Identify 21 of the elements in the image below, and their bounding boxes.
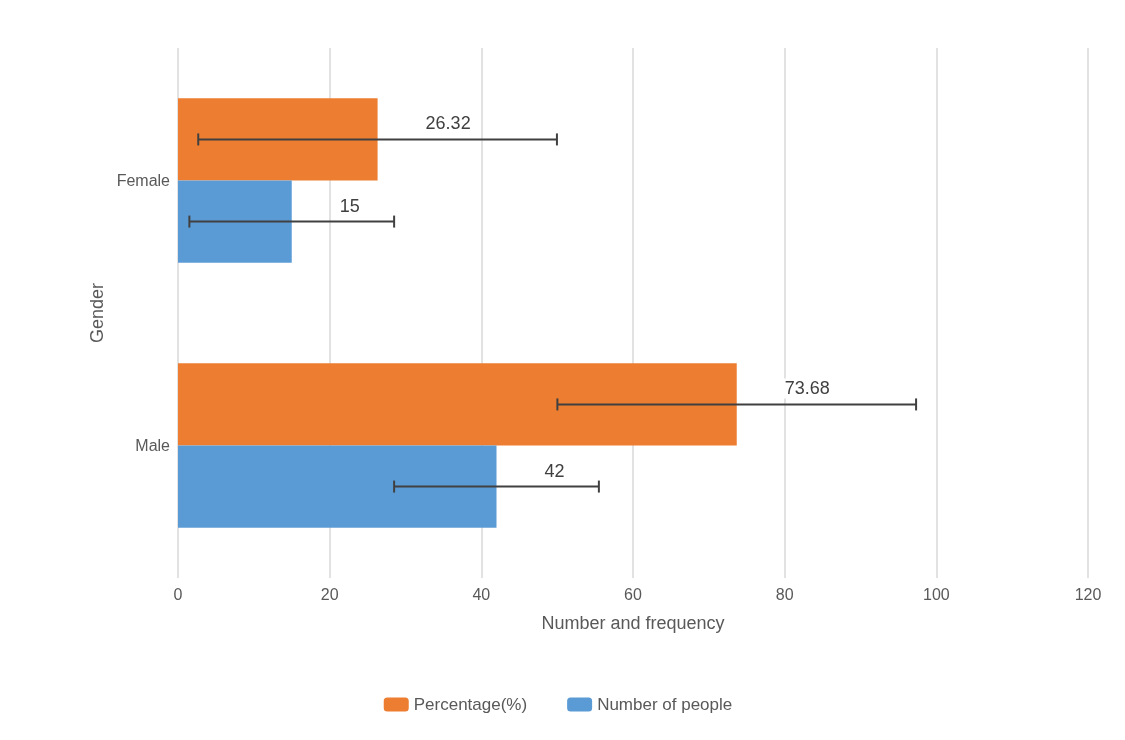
bar (178, 98, 378, 181)
data-label: 26.32 (425, 113, 471, 134)
x-tick-label: 0 (173, 585, 183, 603)
y-axis-title: Gender (86, 282, 107, 344)
data-label: 42 (544, 460, 565, 481)
data-label: 73.68 (784, 378, 830, 399)
x-axis-title: Number and frequency (541, 613, 725, 633)
x-tick-label: 20 (320, 585, 339, 603)
x-tick-label: 80 (775, 585, 794, 603)
bar (178, 363, 737, 446)
x-tick-label: 100 (922, 585, 950, 603)
bar (178, 180, 292, 263)
legend-label: Percentage(%) (413, 695, 528, 714)
x-tick-label: 40 (472, 585, 491, 603)
x-tick-label: 120 (1074, 585, 1102, 603)
data-label: 15 (339, 195, 360, 216)
bar (178, 445, 497, 528)
y-tick-label: Male (135, 437, 171, 454)
legend-label: Number of people (597, 695, 733, 714)
y-tick-label: Female (116, 172, 171, 189)
x-tick-label: 60 (624, 585, 642, 603)
